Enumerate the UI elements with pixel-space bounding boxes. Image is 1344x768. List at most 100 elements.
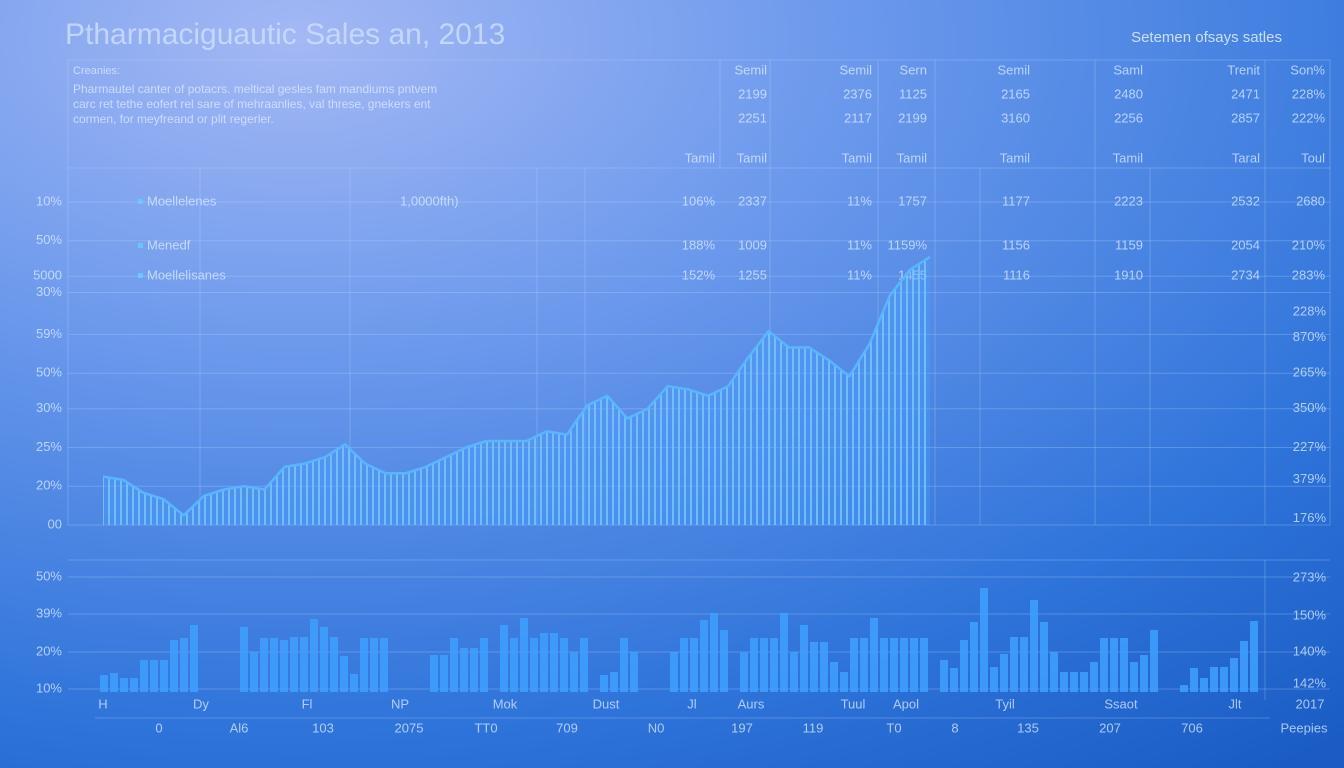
bar xyxy=(680,638,688,692)
legend-name: Menedf xyxy=(147,237,191,252)
bar xyxy=(950,668,958,692)
description-line: cormen, for meyfreand or plit regerler. xyxy=(73,112,274,126)
bar xyxy=(540,633,548,692)
legend-cell: 11% xyxy=(847,193,872,208)
table-cell: 2480 xyxy=(1114,86,1143,101)
bar xyxy=(470,648,478,692)
bar xyxy=(530,638,538,692)
x-label: 103 xyxy=(312,720,334,735)
legend-cell: 1159 xyxy=(1115,237,1143,252)
bar xyxy=(610,672,618,692)
bar xyxy=(250,652,258,692)
bar xyxy=(1050,652,1058,692)
bar xyxy=(750,638,758,692)
y2-tick-label: 150% xyxy=(1293,607,1327,622)
table-cell: 2256 xyxy=(1114,110,1143,125)
y-tick-label: 20% xyxy=(36,643,62,658)
bar xyxy=(480,638,488,692)
bar xyxy=(1200,678,1208,692)
legend-note: 1,0000fth) xyxy=(400,193,459,208)
x-label: Tuul xyxy=(841,696,866,711)
x-label: NP xyxy=(391,696,409,711)
bar xyxy=(760,638,768,692)
legend-cell: 2337 xyxy=(738,193,767,208)
y2-tick-label: 140% xyxy=(1293,643,1327,658)
legend-cell: 1009 xyxy=(738,237,767,252)
x-label: Mok xyxy=(493,696,518,711)
bar xyxy=(1010,637,1018,692)
legend-cell: 1159% xyxy=(887,237,927,252)
legend-cell: 1116 xyxy=(1003,267,1030,282)
bar xyxy=(800,625,808,692)
x-label: 2017 xyxy=(1296,696,1325,711)
bar xyxy=(430,655,438,692)
bar xyxy=(1020,637,1028,692)
legend-cell: 2680 xyxy=(1296,193,1325,208)
x-label: 197 xyxy=(731,720,753,735)
bar xyxy=(1000,654,1008,692)
bar xyxy=(300,637,308,692)
column-header: Semil xyxy=(839,62,872,77)
column-header: Semil xyxy=(734,62,767,77)
title: Ptharmaciguautic Sales an, 2013 xyxy=(65,18,505,51)
bar xyxy=(440,655,448,692)
bar xyxy=(360,638,368,692)
bar xyxy=(450,638,458,692)
column-footer: Tamil xyxy=(842,150,872,165)
bar xyxy=(860,638,868,692)
bar xyxy=(900,638,908,692)
legend-cell: 2734 xyxy=(1231,267,1260,282)
legend-cell: 2054 xyxy=(1231,237,1260,252)
bar xyxy=(780,613,788,692)
legend-cell: 210% xyxy=(1292,237,1326,252)
bar xyxy=(1030,600,1038,692)
bar xyxy=(690,638,698,692)
description-line: carc ret tethe eofert rel sare of mehraa… xyxy=(73,97,431,111)
bar xyxy=(110,673,118,692)
x-label: 119 xyxy=(803,720,824,735)
column-footer: Taral xyxy=(1232,150,1260,165)
bar xyxy=(1180,685,1188,692)
bar xyxy=(940,660,948,692)
bar xyxy=(190,625,198,692)
table-cell: 2199 xyxy=(898,110,927,125)
description-line: Pharmautel canter of potacrs. meltical g… xyxy=(73,82,437,96)
legend-cell: 2532 xyxy=(1231,193,1260,208)
x-label: 135 xyxy=(1017,720,1039,735)
table-cell: 2376 xyxy=(843,86,872,101)
bar xyxy=(140,660,148,692)
y-tick-label: 59% xyxy=(36,326,62,341)
y2-tick-label: 379% xyxy=(1293,471,1327,486)
column-footer: Tamil xyxy=(897,150,927,165)
bar xyxy=(130,678,138,692)
bar xyxy=(870,618,878,692)
bar xyxy=(520,618,528,692)
legend-cell: 283% xyxy=(1292,267,1326,282)
bar xyxy=(1130,662,1138,692)
column-footer: Toul xyxy=(1301,150,1325,165)
table-cell: 1125 xyxy=(899,86,927,101)
bar xyxy=(790,652,798,692)
x-label: 207 xyxy=(1099,720,1121,735)
column-footer: Tamil xyxy=(1113,150,1143,165)
bar xyxy=(500,625,508,692)
bar xyxy=(720,630,728,692)
bar xyxy=(330,637,338,692)
x-label: Peepies xyxy=(1281,720,1328,735)
bar xyxy=(270,638,278,692)
legend-swatch xyxy=(138,273,143,278)
bar xyxy=(340,656,348,692)
bar xyxy=(990,667,998,692)
bar xyxy=(700,620,708,692)
y-tick-label: 30% xyxy=(36,284,62,299)
x-label: 706 xyxy=(1181,720,1203,735)
y2-tick-label: 142% xyxy=(1293,675,1327,690)
table-cell: 222% xyxy=(1292,110,1326,125)
bar xyxy=(380,638,388,692)
bar xyxy=(970,622,978,692)
bar xyxy=(850,638,858,692)
bar xyxy=(560,638,568,692)
y-tick-label: 50% xyxy=(36,232,62,247)
bar xyxy=(1150,630,1158,692)
